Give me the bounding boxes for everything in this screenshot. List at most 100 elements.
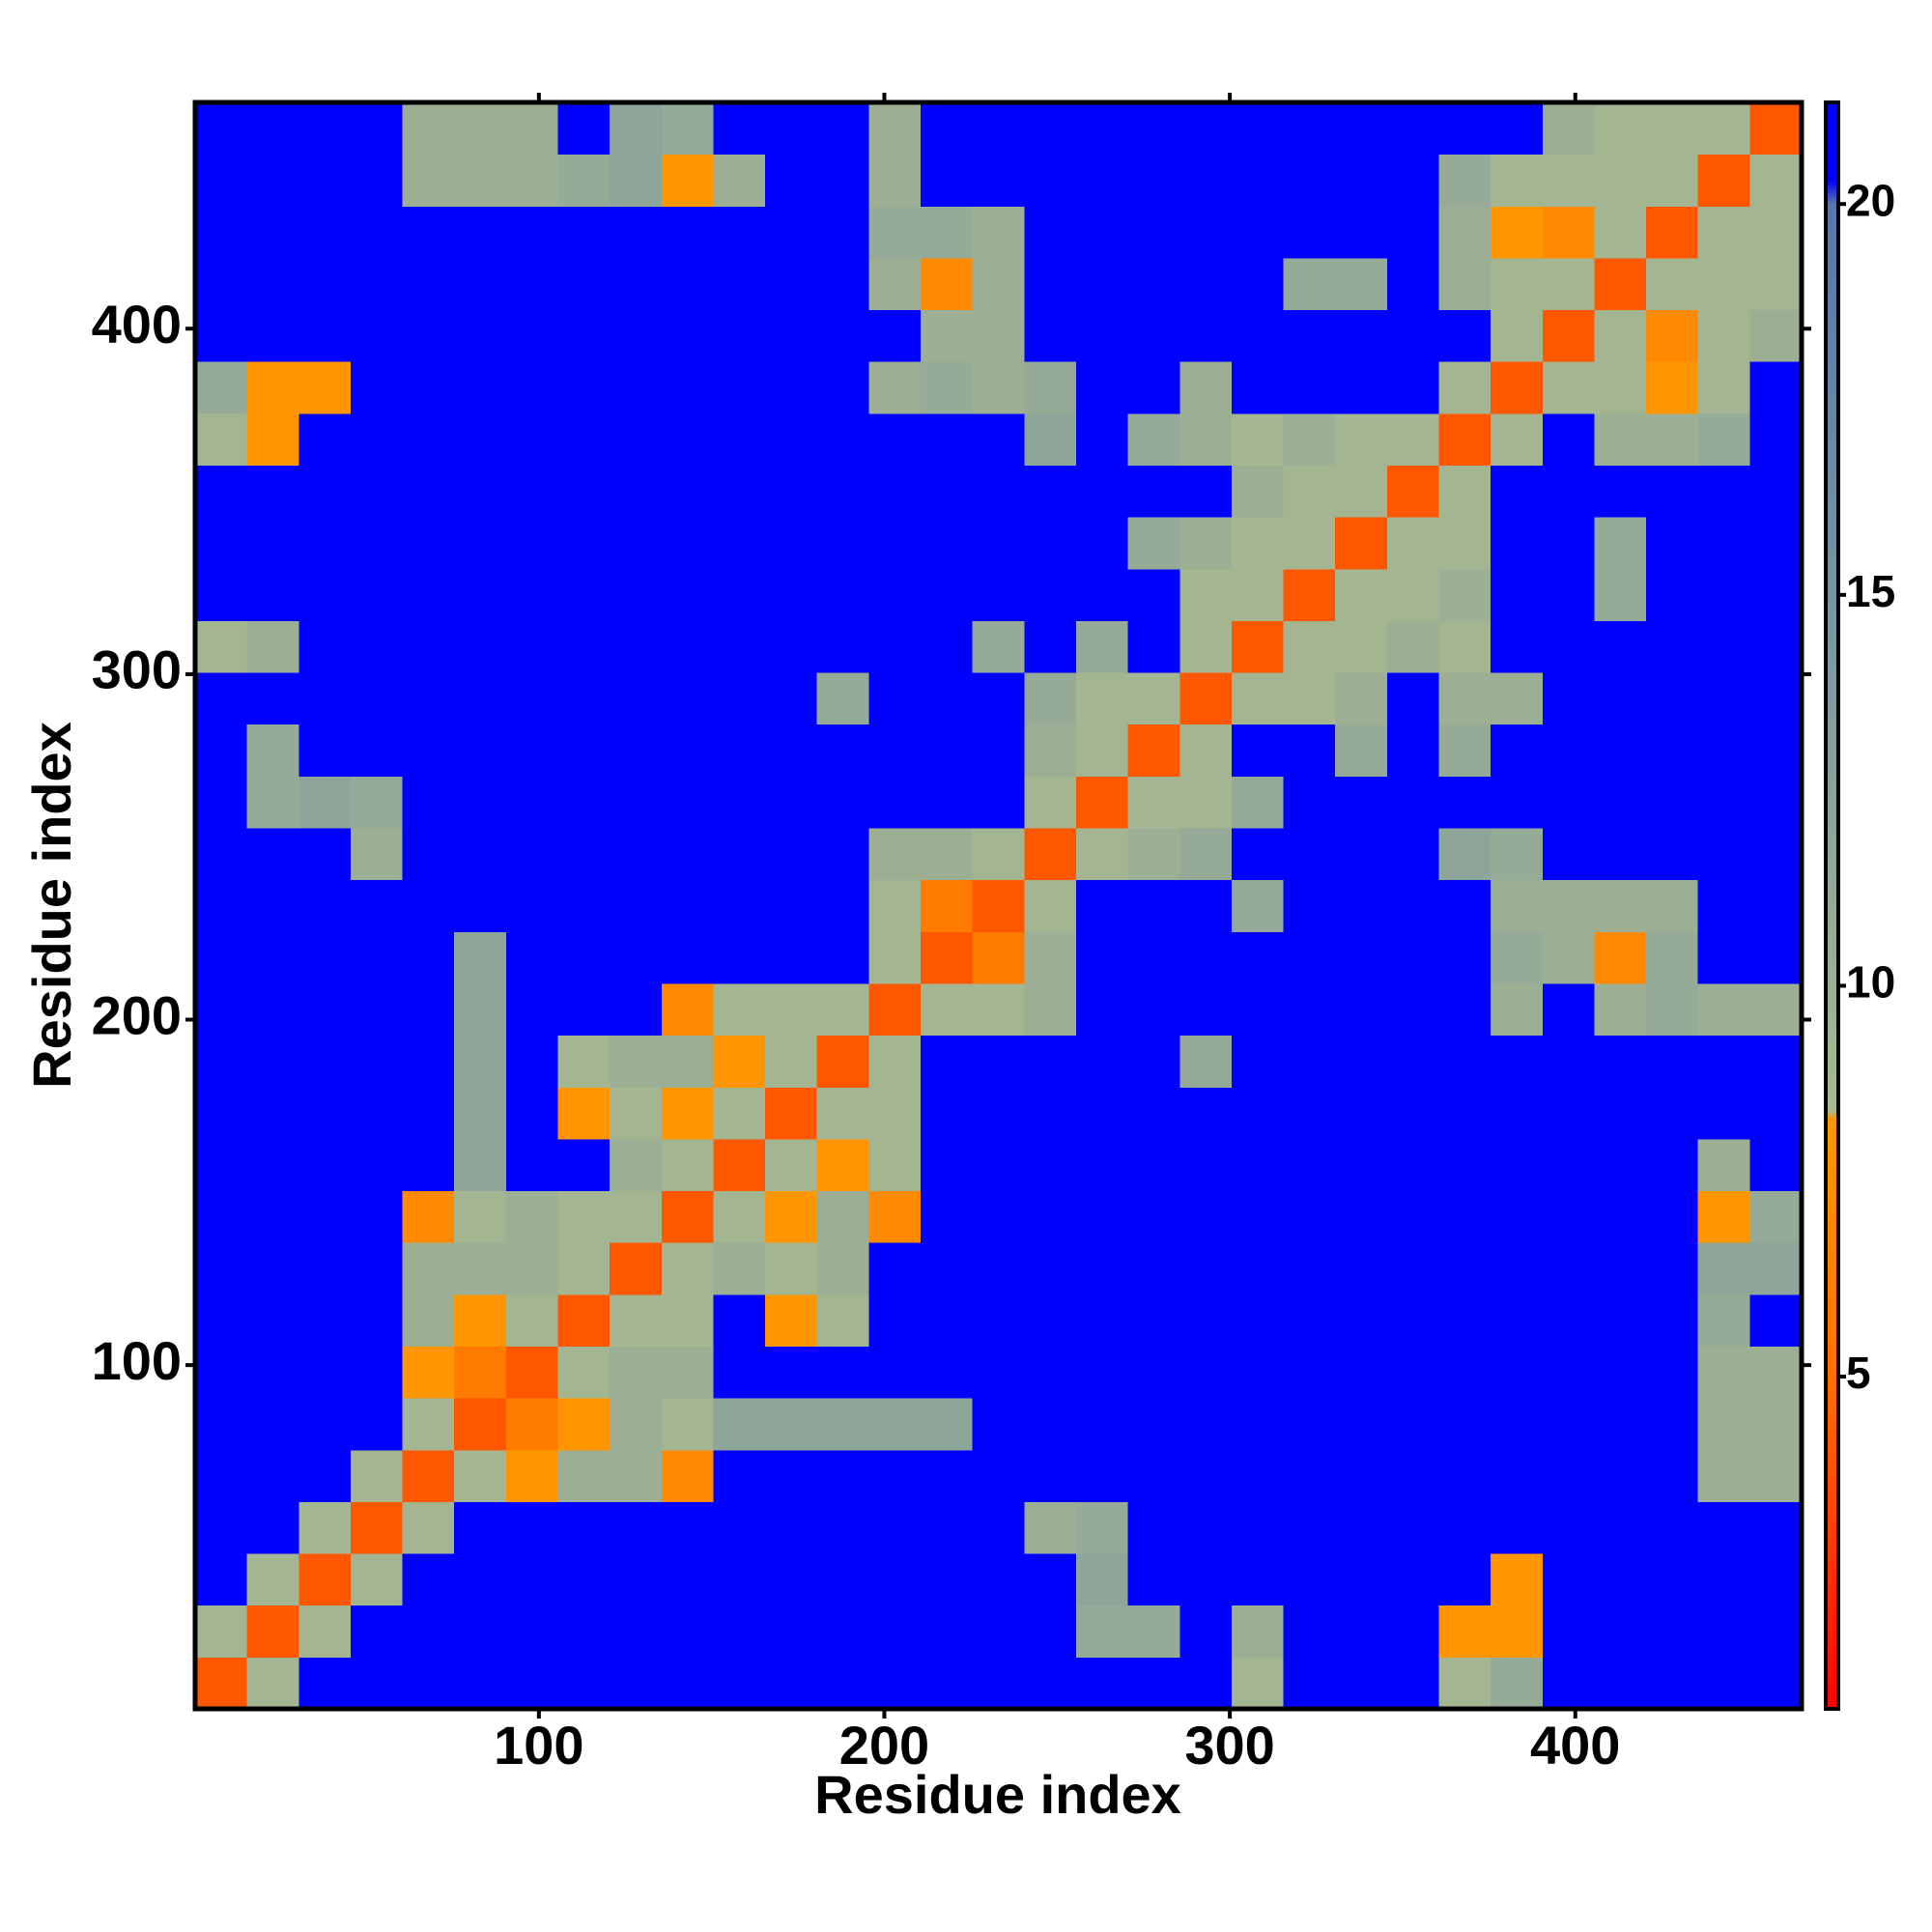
heatmap-cell (1646, 879, 1699, 932)
heatmap-cell (972, 1553, 1025, 1606)
heatmap-cell (921, 465, 974, 518)
heatmap-cell (350, 1190, 404, 1243)
heatmap-cell (1179, 257, 1233, 311)
heatmap-cell (195, 776, 248, 829)
heatmap-cell (1749, 517, 1803, 570)
heatmap-cell (610, 776, 663, 829)
heatmap-cell (1749, 1553, 1803, 1606)
heatmap-cell (1075, 1190, 1129, 1243)
heatmap-cell (713, 257, 766, 311)
heatmap-cell (921, 102, 974, 156)
heatmap-cell (1594, 776, 1647, 829)
heatmap-cell (298, 1138, 352, 1192)
heatmap-cell (1024, 412, 1077, 467)
heatmap-cell (921, 1346, 974, 1399)
heatmap-cell (816, 828, 869, 881)
heatmap-cell (1386, 1190, 1439, 1243)
heatmap-cell (1075, 1553, 1129, 1606)
heatmap-cell (661, 672, 714, 725)
heatmap-cell (246, 1293, 299, 1347)
heatmap-cell (661, 154, 714, 207)
heatmap-cell (1749, 1501, 1803, 1554)
heatmap-cell (1179, 102, 1233, 156)
heatmap-cell (713, 1605, 766, 1658)
heatmap-cell (868, 620, 922, 673)
heatmap-cell (402, 776, 455, 829)
heatmap-cell (1127, 1553, 1180, 1606)
heatmap-cell (1594, 1087, 1647, 1140)
heatmap-cell (661, 1190, 714, 1243)
colorbar (1824, 100, 1840, 1711)
heatmap-cell (557, 568, 611, 621)
heatmap-cell (246, 776, 299, 829)
heatmap-cell (921, 1293, 974, 1347)
heatmap-cell (1646, 102, 1699, 156)
heatmap-cell (661, 206, 714, 259)
heatmap-cell (661, 1501, 714, 1554)
heatmap-cell (1386, 465, 1439, 518)
heatmap-cell (1127, 568, 1180, 621)
heatmap-cell (1231, 1553, 1285, 1606)
heatmap-cell (1127, 931, 1180, 984)
heatmap-cell (713, 1657, 766, 1710)
heatmap-cell (1749, 102, 1803, 156)
heatmap-cell (1024, 672, 1077, 725)
heatmap-cell (1646, 1449, 1699, 1502)
heatmap-cell (1179, 1553, 1233, 1606)
heatmap-cell (1749, 1293, 1803, 1347)
heatmap-cell (1491, 1346, 1544, 1399)
heatmap-cell (195, 1346, 248, 1399)
heatmap-cell (1024, 1398, 1077, 1451)
heatmap-cell (610, 412, 663, 467)
heatmap-cell (454, 879, 507, 932)
heatmap-cell (1075, 724, 1129, 777)
heatmap-cell (1697, 465, 1750, 518)
heatmap-cell (350, 102, 404, 156)
heatmap-cell (661, 568, 714, 621)
heatmap-cell (1127, 620, 1180, 673)
heatmap-cell (1075, 672, 1129, 725)
heatmap-cell (557, 1087, 611, 1140)
heatmap-cell (1179, 672, 1233, 725)
heatmap-cell (713, 672, 766, 725)
heatmap-cell (1179, 206, 1233, 259)
heatmap-cell (713, 620, 766, 673)
heatmap-cell (1386, 1398, 1439, 1451)
heatmap-cell (1697, 931, 1750, 984)
heatmap-cell (505, 879, 559, 932)
heatmap-cell (765, 982, 818, 1037)
heatmap-cell (1075, 1087, 1129, 1140)
heatmap-cell (1127, 1605, 1180, 1658)
heatmap-cell (350, 412, 404, 467)
heatmap-cell (765, 931, 818, 984)
heatmap-cell (195, 206, 248, 259)
heatmap-cell (1335, 1553, 1388, 1606)
heatmap-cell (1127, 412, 1180, 467)
heatmap-cell (713, 931, 766, 984)
heatmap-cell (1491, 1605, 1544, 1658)
heatmap-cell (1386, 982, 1439, 1037)
heatmap-cell (1127, 154, 1180, 207)
heatmap-cell (557, 1398, 611, 1451)
heatmap-cell (610, 1138, 663, 1192)
heatmap-cell (454, 1242, 507, 1295)
heatmap-cell (1283, 1138, 1336, 1192)
heatmap-cell (1283, 828, 1336, 881)
heatmap-cell (713, 1346, 766, 1399)
heatmap-cell (402, 1605, 455, 1658)
heatmap-cell (868, 828, 922, 881)
heatmap-cell (1697, 1449, 1750, 1502)
heatmap-cell (1646, 412, 1699, 467)
heatmap-cell (557, 1190, 611, 1243)
heatmap-cell (454, 1346, 507, 1399)
heatmap-cell (972, 1398, 1025, 1451)
heatmap-cell (1231, 568, 1285, 621)
heatmap-cell (661, 1553, 714, 1606)
heatmap-cell (505, 1553, 559, 1606)
heatmap-cell (246, 879, 299, 932)
heatmap-cell (1024, 879, 1077, 932)
heatmap-cell (1386, 776, 1439, 829)
heatmap-cell (1335, 361, 1388, 414)
x-axis-label: Residue index (814, 1764, 1181, 1825)
heatmap-cell (505, 828, 559, 881)
